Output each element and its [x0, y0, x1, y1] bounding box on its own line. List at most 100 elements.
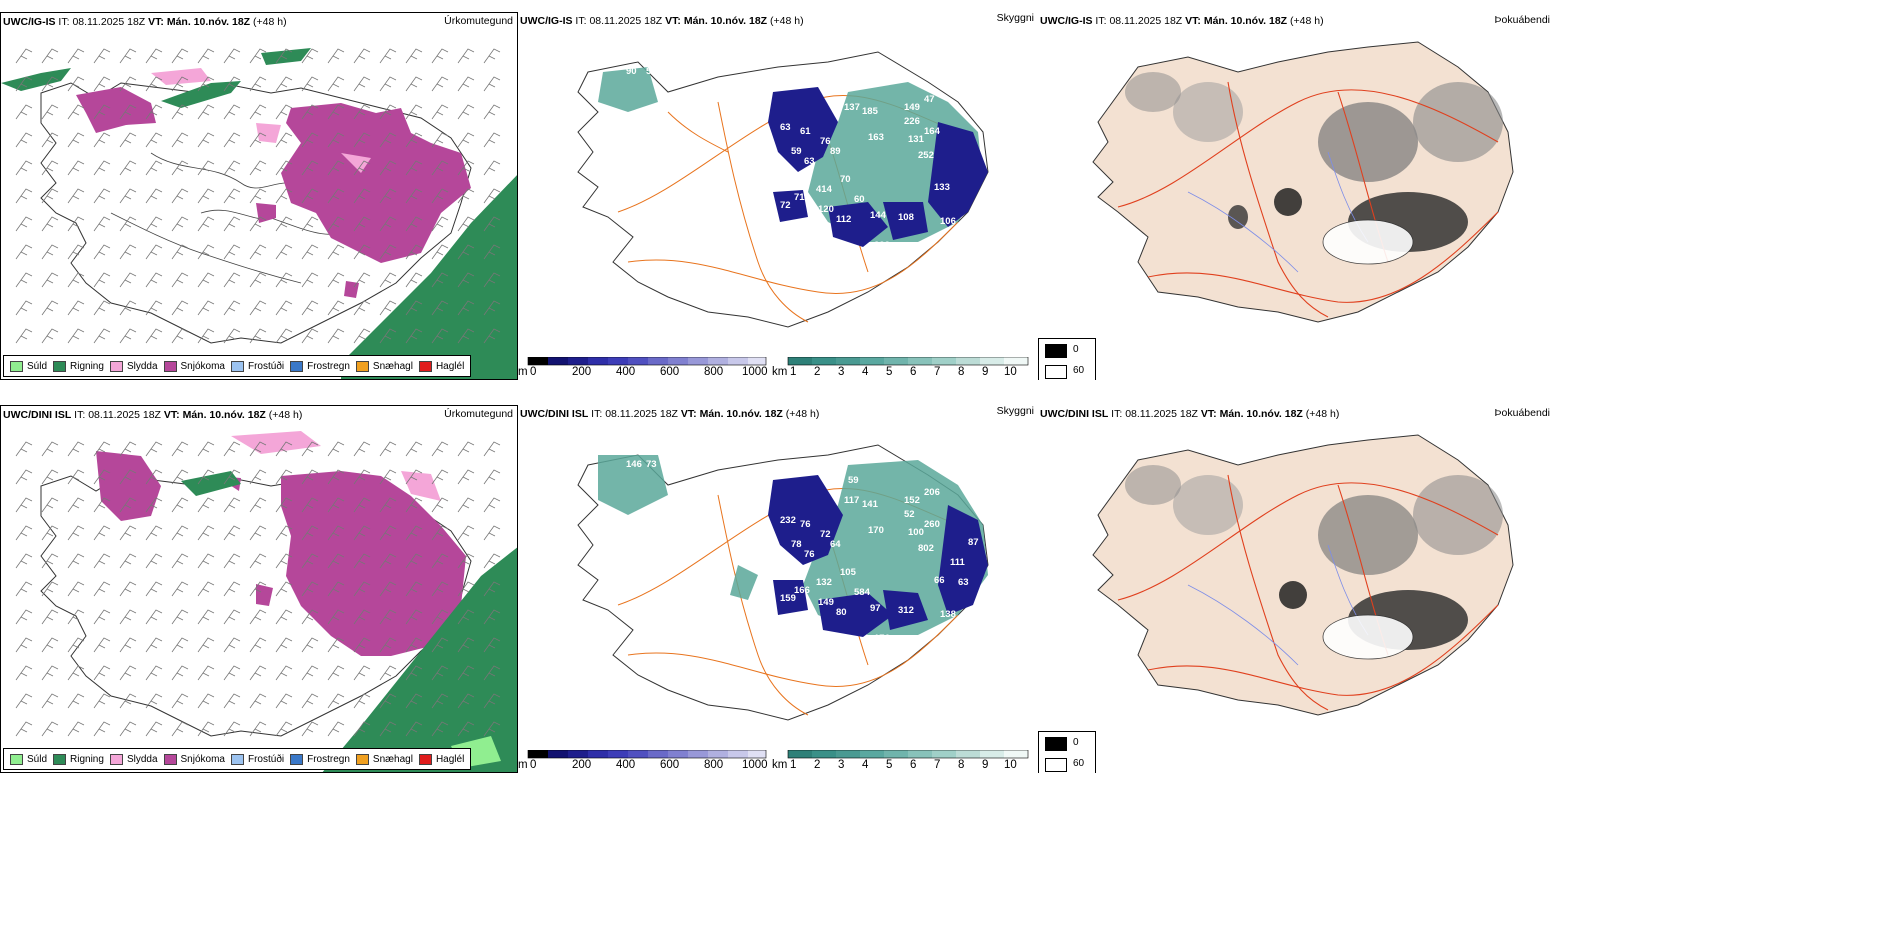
height-bar — [527, 750, 767, 759]
swatch — [418, 360, 432, 372]
wind-barb — [431, 48, 449, 64]
wind-barb — [249, 300, 267, 316]
wind-barb — [275, 272, 293, 288]
wind-barb — [301, 132, 319, 148]
tick: 9 — [982, 759, 989, 771]
wind-barb — [327, 216, 345, 232]
it-label: IT: — [58, 16, 70, 28]
fog-header-bottom: UWC/DINI ISL IT: 08.11.2025 18Z VT: Mán.… — [1040, 407, 1339, 421]
fog-shading — [1125, 72, 1503, 252]
legend-label: Haglél — [435, 753, 465, 765]
legend-item-freezing-rain: Frostregn — [290, 753, 350, 765]
wind-barb — [15, 48, 33, 64]
wind-barb — [405, 300, 423, 316]
visibility-header-bottom: UWC/DINI ISL IT: 08.11.2025 18Z VT: Mán.… — [520, 407, 819, 421]
visibility-value: 71 — [794, 192, 805, 203]
wind-barb — [249, 665, 267, 681]
wind-barb — [93, 76, 111, 92]
rain-areas — [1, 48, 517, 379]
visibility-value: 105 — [840, 567, 857, 578]
wind-barb — [249, 693, 267, 709]
wind-barb — [327, 721, 345, 737]
wind-barb — [67, 525, 85, 541]
wind-barb — [15, 328, 33, 344]
wind-barb — [93, 693, 111, 709]
it-label: IT: — [74, 409, 86, 421]
legend-label: Slydda — [126, 360, 158, 372]
wind-barb — [15, 581, 33, 597]
snow-areas — [96, 451, 466, 656]
wind-barb — [145, 609, 163, 625]
wind-barb — [67, 328, 85, 344]
swatch — [109, 753, 123, 765]
wind-barb — [275, 300, 293, 316]
visibility-value: 144 — [870, 210, 887, 221]
wind-barb — [171, 637, 189, 653]
wind-barb — [301, 693, 319, 709]
legend-label: Súld — [27, 753, 48, 765]
wind-barb — [379, 609, 397, 625]
wind-barb — [171, 609, 189, 625]
wind-barb — [483, 132, 501, 148]
wind-barb — [197, 553, 215, 569]
wind-barb — [223, 665, 241, 681]
visibility-value: 89 — [830, 146, 841, 157]
wind-barb — [483, 721, 501, 737]
tick: 8 — [958, 759, 965, 771]
swatch — [290, 753, 304, 765]
wind-barb — [145, 216, 163, 232]
visibility-value: 52 — [904, 509, 915, 520]
wind-barb — [457, 48, 475, 64]
wind-barb — [483, 216, 501, 232]
it-value: 08.11.2025 18Z — [589, 15, 663, 27]
wind-barb — [171, 244, 189, 260]
wind-barb — [93, 216, 111, 232]
height-colorbar-top: m 0 200 400 600 800 1000 — [518, 357, 768, 379]
wind-barb — [145, 721, 163, 737]
tick: 10 — [1004, 759, 1017, 771]
wind-barb — [197, 665, 215, 681]
wind-barb — [457, 160, 475, 176]
wind-barb — [301, 104, 319, 120]
wind-barb — [93, 553, 111, 569]
lead-time: (+48 h) — [1290, 15, 1324, 27]
wind-barb — [483, 693, 501, 709]
wind-barb — [41, 132, 59, 148]
visibility-value: 252 — [918, 150, 934, 161]
wind-barb — [41, 216, 59, 232]
wind-barb — [405, 721, 423, 737]
visibility-value: 64 — [830, 539, 841, 550]
legend-white — [1045, 758, 1067, 772]
wind-barb — [15, 132, 33, 148]
height-bar — [527, 357, 767, 366]
wind-barb — [431, 693, 449, 709]
wind-barb — [353, 104, 371, 120]
visibility-value: 131 — [908, 134, 925, 145]
wind-barb — [483, 48, 501, 64]
wind-barb — [327, 497, 345, 513]
visibility-title-top: Skyggni — [996, 12, 1034, 24]
visibility-value: 260 — [924, 519, 940, 530]
wind-barb — [483, 469, 501, 485]
wind-barb — [275, 609, 293, 625]
wind-barb — [379, 188, 397, 204]
wind-barb — [327, 328, 345, 344]
wind-barb — [301, 216, 319, 232]
wind-barbs — [15, 48, 501, 344]
wind-barb — [93, 581, 111, 597]
swatch — [10, 360, 23, 372]
tick: 2 — [814, 366, 821, 378]
wind-barb — [171, 300, 189, 316]
wind-barb — [197, 497, 215, 513]
visibility-value: 63 — [958, 577, 969, 588]
wind-barb — [15, 609, 33, 625]
tick: 4 — [862, 366, 869, 378]
wind-barb — [145, 637, 163, 653]
vt-label: VT: — [680, 408, 697, 420]
visibility-value: 111 — [950, 557, 966, 568]
wind-barb — [197, 216, 215, 232]
wind-barb — [67, 216, 85, 232]
wind-barb — [327, 272, 345, 288]
wind-barb — [197, 160, 215, 176]
legend-item-sleet: Slydda — [109, 753, 158, 765]
